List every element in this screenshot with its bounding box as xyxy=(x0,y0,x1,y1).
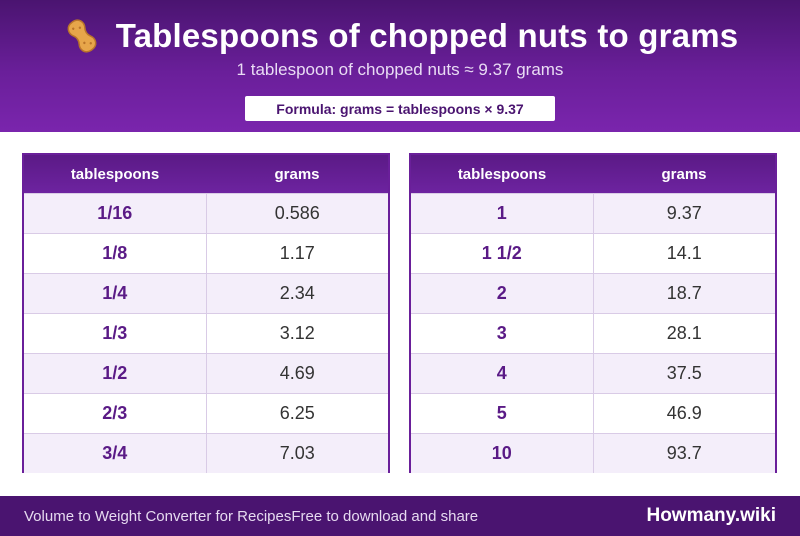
table-row: 1/16 0.586 xyxy=(24,193,388,233)
grams-cell: 2.34 xyxy=(279,283,315,303)
tablespoons-cell: 1/4 xyxy=(24,274,207,313)
table-row: 3/4 7.03 xyxy=(24,433,388,473)
footer-tagline: Volume to Weight Converter for Recipes xyxy=(24,507,292,525)
grams-cell: 14.1 xyxy=(666,243,702,263)
tablespoons-cell: 3 xyxy=(411,314,594,353)
table-row: 1 9.37 xyxy=(411,193,775,233)
page-title: Tablespoons of chopped nuts to grams xyxy=(115,17,739,54)
conversion-table-right: tablespoons grams 1 9.37 1 1/2 14.1 2 18.7 3 28… xyxy=(409,153,777,473)
grams-cell: 9.37 xyxy=(666,203,702,223)
title-row: Tablespoons of chopped nuts to grams xyxy=(0,14,800,58)
tablespoons-cell: 1 xyxy=(411,194,594,233)
grams-cell: 0.586 xyxy=(274,203,320,223)
grams-cell: 4.69 xyxy=(279,363,315,383)
tablespoons-cell: 5 xyxy=(411,394,594,433)
table-row: 2 18.7 xyxy=(411,273,775,313)
tablespoons-cell: 4 xyxy=(411,354,594,393)
conversion-table-left: tablespoons grams 1/16 0.586 1/8 1.17 1/4 2.3… xyxy=(22,153,390,473)
table-header: tablespoons grams xyxy=(24,155,388,193)
table-body: 1 9.37 1 1/2 14.1 2 18.7 3 28.1 4 37.5 5 46.9 10 93.7 xyxy=(411,193,775,473)
tablespoons-cell: 1/8 xyxy=(24,234,207,273)
tablespoons-cell: 1/2 xyxy=(24,354,207,393)
table-row: 5 46.9 xyxy=(411,393,775,433)
table-body: 1/16 0.586 1/8 1.17 1/4 2.34 1/3 3.12 1/2 4.69 2/3… xyxy=(24,193,388,473)
tablespoons-cell: 1/16 xyxy=(24,194,207,233)
column-header-tablespoons: tablespoons xyxy=(457,165,547,183)
tablespoons-cell: 2 xyxy=(411,274,594,313)
grams-cell: 46.9 xyxy=(666,403,702,423)
tablespoons-cell: 3/4 xyxy=(24,434,207,473)
brand-link[interactable]: Howmany.wiki xyxy=(646,505,776,526)
grams-cell: 6.25 xyxy=(279,403,315,423)
column-header-grams: grams xyxy=(661,165,707,183)
footer-left: Volume to Weight Converter for Recipes Fr… xyxy=(24,496,478,536)
footer-bar: Volume to Weight Converter for Recipes Fr… xyxy=(0,496,800,536)
table-row: 3 28.1 xyxy=(411,313,775,353)
column-header-tablespoons: tablespoons xyxy=(70,165,160,183)
grams-cell: 28.1 xyxy=(666,323,702,343)
grams-cell: 37.5 xyxy=(666,363,702,383)
peanut-icon xyxy=(67,19,97,53)
column-header-grams: grams xyxy=(274,165,320,183)
tablespoons-cell: 2/3 xyxy=(24,394,207,433)
grams-cell: 93.7 xyxy=(666,443,702,463)
table-row: 10 93.7 xyxy=(411,433,775,473)
formula-box: Formula: grams = tablespoons × 9.37 xyxy=(245,96,555,121)
subtitle: 1 tablespoon of chopped nuts ≈ 9.37 gram… xyxy=(236,60,564,79)
grams-cell: 1.17 xyxy=(279,243,315,263)
header-banner: Tablespoons of chopped nuts to grams 1 t… xyxy=(0,0,800,132)
grams-cell: 18.7 xyxy=(666,283,702,303)
tablespoons-cell: 10 xyxy=(411,434,594,473)
table-row: 1/3 3.12 xyxy=(24,313,388,353)
tablespoons-cell: 1/3 xyxy=(24,314,207,353)
table-header: tablespoons grams xyxy=(411,155,775,193)
table-row: 4 37.5 xyxy=(411,353,775,393)
table-row: 1/8 1.17 xyxy=(24,233,388,273)
table-row: 1 1/2 14.1 xyxy=(411,233,775,273)
footer-share-text: Free to download and share xyxy=(291,507,479,525)
grams-cell: 3.12 xyxy=(279,323,315,343)
tablespoons-cell: 1 1/2 xyxy=(411,234,594,273)
table-row: 2/3 6.25 xyxy=(24,393,388,433)
grams-cell: 7.03 xyxy=(279,443,315,463)
table-row: 1/4 2.34 xyxy=(24,273,388,313)
table-row: 1/2 4.69 xyxy=(24,353,388,393)
